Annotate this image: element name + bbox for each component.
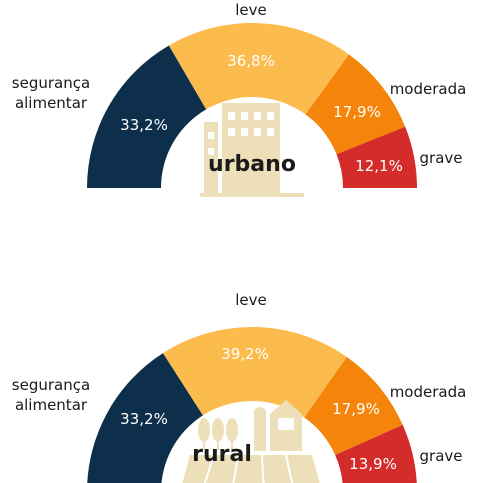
chart-title-urbano: urbano bbox=[208, 152, 296, 177]
arc-rural-moderada bbox=[304, 356, 403, 455]
category-label-rural-leve: leve bbox=[235, 291, 267, 309]
category-label-rural-seguranca-line1: segurança bbox=[12, 376, 90, 394]
value-label-rural-seguranca: 33,2% bbox=[120, 410, 168, 428]
city-buildings-icon bbox=[200, 103, 304, 197]
arc-urbano-leve bbox=[168, 23, 349, 115]
arc-urbano-moderada bbox=[305, 54, 406, 155]
value-label-rural-moderada: 17,9% bbox=[332, 400, 380, 418]
value-label-rural-leve: 39,2% bbox=[221, 345, 269, 363]
value-label-urbano-seguranca: 33,2% bbox=[120, 116, 168, 134]
category-label-rural-grave: grave bbox=[420, 447, 463, 465]
category-label-urbano-seguranca-line1: segurança bbox=[12, 74, 90, 92]
arc-rural-leve bbox=[162, 327, 347, 418]
chart-rural: rural 33,2% 39,2% 17,9% 13,9% segurança … bbox=[12, 291, 467, 483]
chart-urbano: urbano 33,2% 36,8% 17,9% 12,1% segurança… bbox=[12, 1, 467, 197]
chart-title-rural: rural bbox=[192, 442, 252, 467]
value-label-urbano-grave: 12,1% bbox=[355, 157, 403, 175]
category-label-urbano-moderada: moderada bbox=[390, 80, 467, 98]
chart-urbano-arcs bbox=[87, 23, 417, 188]
category-label-urbano-grave: grave bbox=[420, 149, 463, 167]
category-label-rural-seguranca-line2: alimentar bbox=[15, 396, 88, 414]
value-label-urbano-leve: 36,8% bbox=[227, 52, 275, 70]
value-label-urbano-moderada: 17,9% bbox=[333, 103, 381, 121]
category-label-urbano-leve: leve bbox=[235, 1, 267, 19]
chart-rural-arcs bbox=[87, 327, 417, 483]
value-label-rural-grave: 13,9% bbox=[349, 455, 397, 473]
category-label-rural-moderada: moderada bbox=[390, 383, 467, 401]
arc-rural-grave bbox=[335, 424, 417, 483]
arc-urbano-seguranca bbox=[87, 45, 207, 188]
category-label-urbano-seguranca-line2: alimentar bbox=[15, 94, 88, 112]
arc-urbano-grave bbox=[336, 126, 417, 188]
farm-field-icon bbox=[182, 400, 320, 483]
arc-rural-seguranca bbox=[87, 353, 203, 483]
